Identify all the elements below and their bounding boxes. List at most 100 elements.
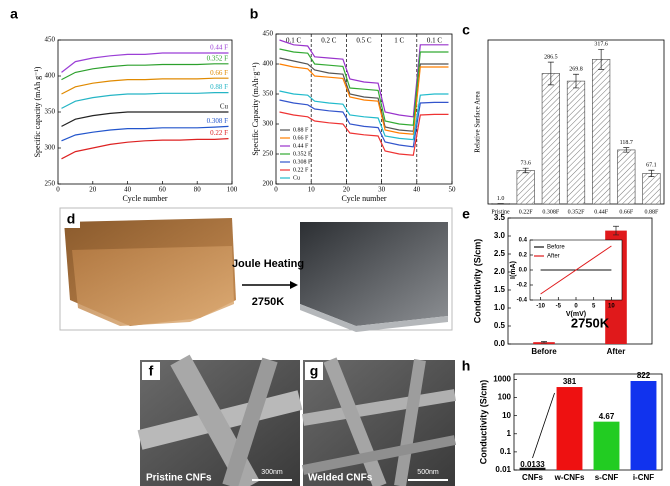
legend-label: 0.44 F [210,44,228,52]
panel-label: b [250,6,259,22]
caption: Pristine CNFs [146,473,212,484]
legend-label: 0.66 F [293,135,309,141]
data-label: 4.67 [599,412,615,421]
arrow-text: Joule Heating [232,258,304,270]
panel-label: g [310,363,319,379]
annotation: 0.2 C [321,37,337,45]
y-tick-label: 0.4 [519,238,528,244]
legend-label: Before [547,245,565,251]
data-label: 822 [637,371,651,380]
panel-label: c [462,22,470,38]
annotation: 0.5 C [356,37,372,45]
data-label: 0.0133 [520,460,545,469]
bar [567,81,585,204]
x-tick-label: s-CNF [595,473,619,482]
y-tick-label: 0.1 [500,447,512,456]
data-label: 381 [563,377,577,386]
bar [542,73,560,204]
bar [592,59,610,204]
panel-label: e [462,206,470,222]
y-axis-label: Relative Surface Area [474,90,482,152]
legend-label: 0.88 F [210,83,228,91]
legend-label: 0.308 F [293,159,312,165]
legend-label: 0.308 F [207,117,229,125]
figure: Joule Heating 2750K d Pristine CNFs 300n… [0,0,670,486]
y-tick-label: 450 [263,30,274,38]
legend-label: 0.352 F [293,151,312,157]
bar [631,381,657,470]
x-axis-label: Cycle number [122,194,167,203]
y-tick-label: 1 [507,429,512,438]
bar [517,170,535,204]
x-tick-label: 0 [274,186,278,194]
y-axis-label: Specific Capacity (mAh·g⁻¹) [251,62,260,156]
x-tick-label: 60 [159,186,167,194]
temperature: 2750K [252,296,284,308]
legend-label: 0.66 F [210,69,228,77]
x-tick-label: 0.22F [519,209,534,215]
y-tick-label: 1.5 [494,285,506,294]
y-tick-label: 300 [263,120,274,128]
data-label: 286.5 [544,54,558,60]
x-tick-label: 20 [343,186,351,194]
y-tick-label: 350 [263,90,274,98]
x-tick-label: 50 [449,186,457,194]
legend-label: 0.44 F [293,143,309,149]
x-tick-label: 0.308F [542,209,560,215]
data-label: 269.8 [569,67,583,73]
x-tick-label: CNFs [522,473,543,482]
y-tick-label: 200 [263,180,274,188]
x-tick-label: 40 [413,186,421,194]
y-tick-label: -0.2 [517,283,528,289]
panel-label: h [462,358,471,374]
x-tick-label: 0.88F [645,209,660,215]
legend-label: Cu [220,103,229,111]
y-tick-label: 250 [45,180,56,188]
bar [617,150,635,204]
x-tick-label: After [607,347,626,356]
data-label: 118.7 [620,140,633,146]
image-layer [300,222,448,326]
y-tick-label: 250 [263,150,274,158]
panel-label: d [67,211,76,227]
y-tick-label: 0.01 [495,465,511,474]
y-tick-label: 1000 [493,375,511,384]
x-tick-label: 20 [89,186,97,194]
y-axis-label: Specific capacity (mAh g⁻¹) [33,66,42,157]
legend-label: Cu [293,175,300,181]
x-axis-label: V(mV) [566,311,586,318]
x-tick-label: -10 [536,304,545,310]
y-tick-label: 350 [45,108,56,116]
x-tick-label: 10 [308,186,316,194]
y-tick-label: 0.0 [519,268,528,274]
legend-label: After [547,254,560,260]
y-axis-label: Conductivity (S/cm) [472,239,482,324]
legend-label: 0.22 F [210,129,228,137]
y-axis-label: Conductivity (S/cm) [478,380,488,465]
panel-label: a [10,6,18,22]
y-tick-label: 0.0 [494,339,506,348]
x-axis-label: Cycle number [341,194,386,203]
x-tick-label: 80 [194,186,202,194]
bar [557,387,583,470]
legend-label: 0.88 F [293,127,309,133]
x-tick-label: 0 [56,186,60,194]
y-axis-label: I(mA) [510,261,517,279]
y-tick-label: 3.0 [494,231,506,240]
x-tick-label: 100 [227,186,238,194]
data-label: 73.6 [520,161,531,167]
panel-d: Joule Heating 2750K d [60,208,452,332]
y-tick-label: 10 [502,411,511,420]
y-tick-label: 450 [45,36,56,44]
scale-bar-label: 500nm [417,469,439,476]
x-tick-label: i-CNF [633,473,654,482]
x-tick-label: 0.44F [594,209,609,215]
scale-bar-label: 300nm [261,469,283,476]
x-tick-label: 30 [378,186,386,194]
y-tick-label: 400 [263,60,274,68]
legend-label: 0.352 F [207,54,229,62]
y-tick-label: 400 [45,72,56,80]
legend-label: 0.22 F [293,167,309,173]
data-label: 317.6 [594,42,608,48]
x-tick-label: w-CNFs [554,473,585,482]
